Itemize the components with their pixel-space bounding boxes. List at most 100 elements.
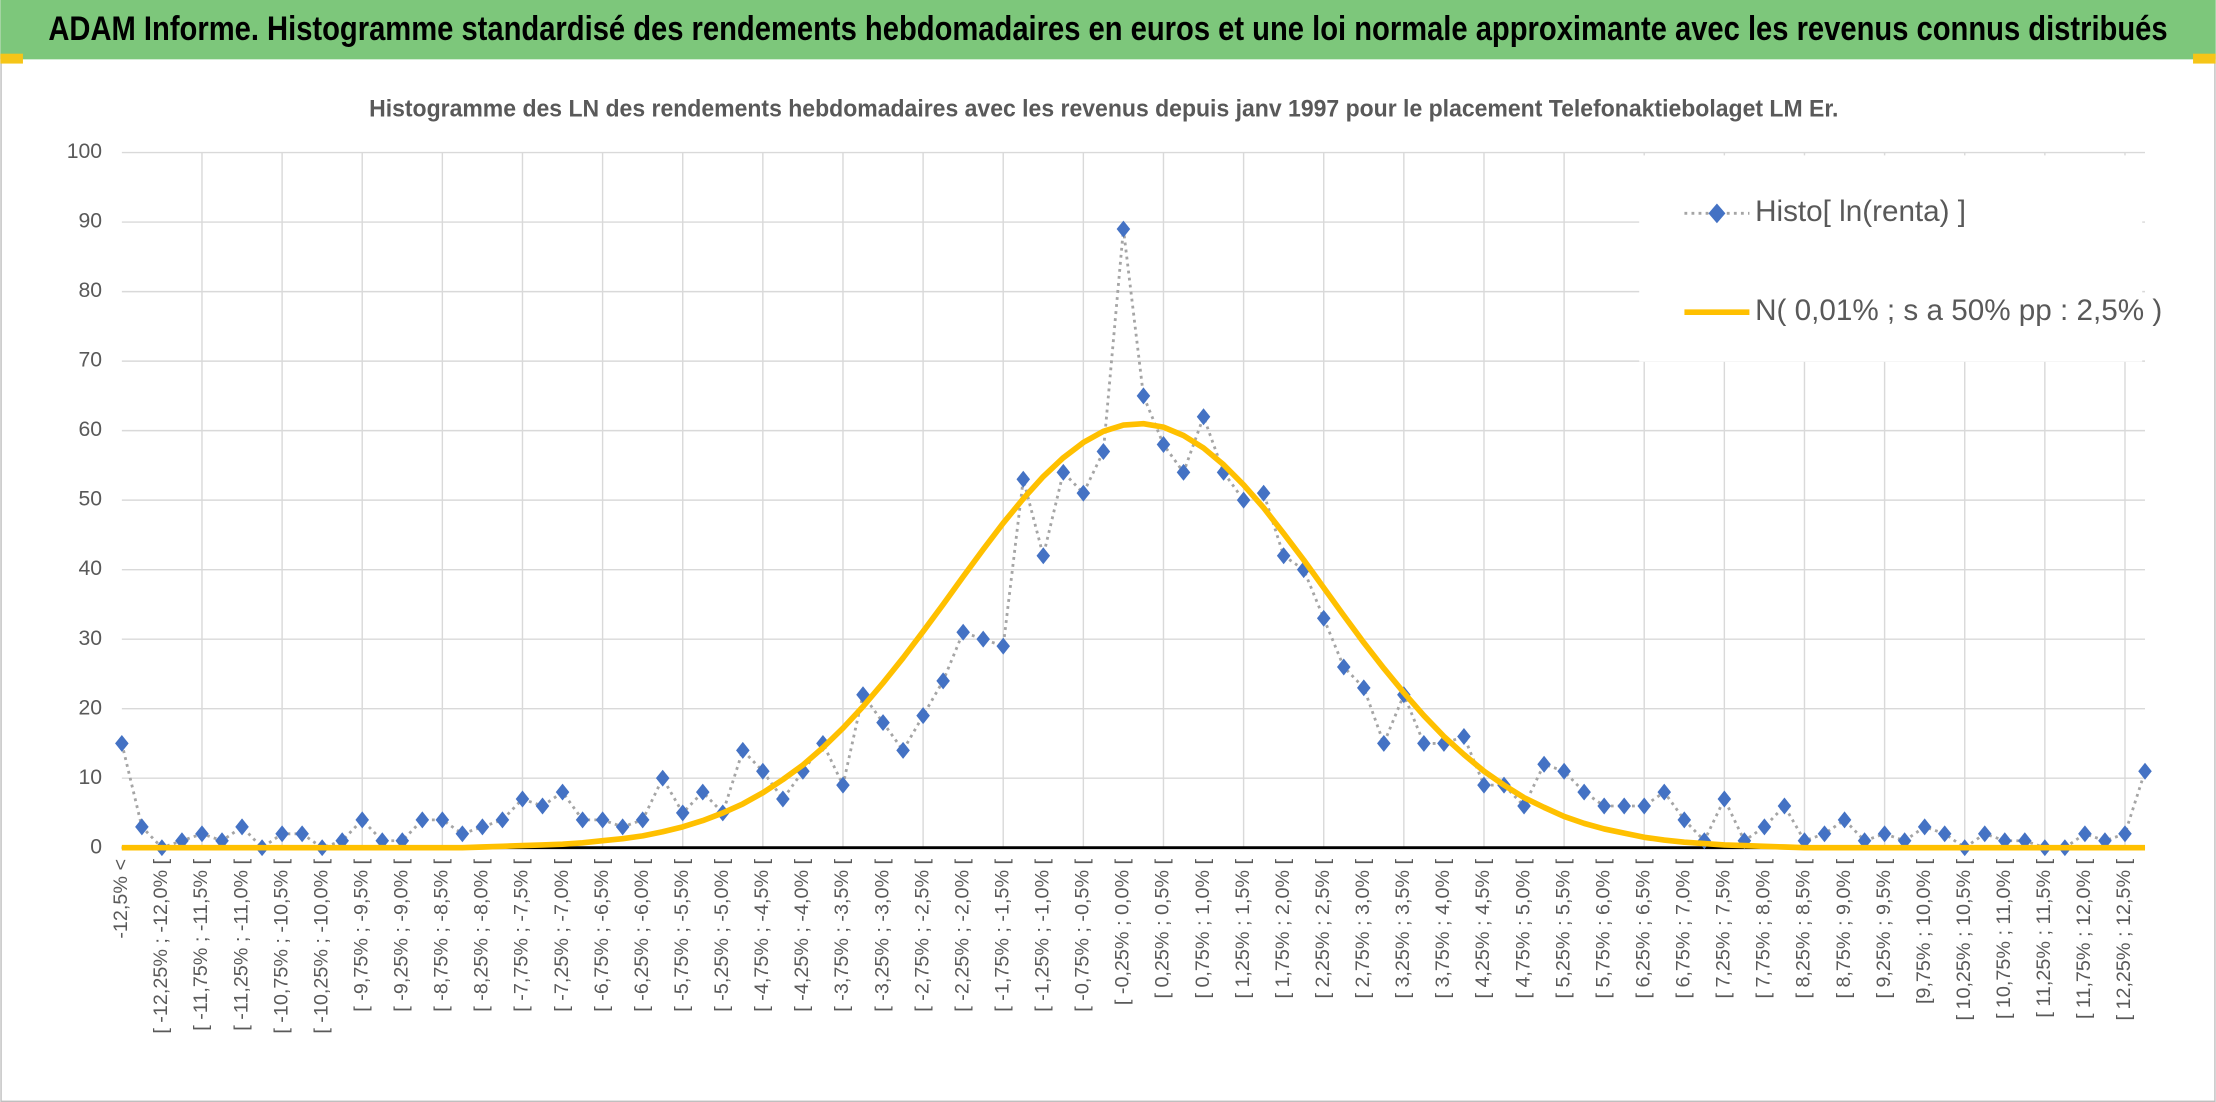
data-point <box>1637 797 1652 815</box>
x-tick-label: [ -2,25% ; -2,0% [ <box>951 858 973 1011</box>
x-tick-label: [ 2,75% ; 3,0% [ <box>1352 858 1374 998</box>
data-point <box>1597 797 1611 815</box>
data-point <box>2118 825 2132 843</box>
data-point <box>195 825 209 843</box>
x-tick-label: [ -6,75% ; -6,5% [ <box>591 858 613 1011</box>
y-tick-label: 70 <box>78 349 102 372</box>
x-tick-label: [ 1,25% ; 1,5% [ <box>1232 858 1254 998</box>
data-point <box>1377 734 1391 752</box>
plot-area: 0 10 20 30 40 50 60 70 80 90 100 -12,5% < [ -12,25% … <box>67 140 2152 1034</box>
data-point <box>635 811 650 829</box>
data-point <box>535 797 550 815</box>
x-tick-label: [ 6,75% ; 7,0% [ <box>1673 858 1695 998</box>
x-tick-label: [ 11,25% ; 11,5% [ <box>2033 858 2055 1017</box>
y-tick-label: 90 <box>78 210 102 233</box>
data-point <box>1417 734 1431 752</box>
data-point <box>1557 762 1571 780</box>
data-point <box>776 790 790 808</box>
x-tick-label: [ -0,75% ; -0,5% [ <box>1072 858 1094 1011</box>
data-point <box>1937 825 1952 843</box>
data-point <box>695 783 710 801</box>
x-tick-label: [ -7,75% ; -7,5% [ <box>511 858 533 1011</box>
data-point <box>1236 491 1251 509</box>
x-tick-label: [ -3,25% ; -3,0% [ <box>871 858 893 1011</box>
y-tick-label: 0 <box>90 835 102 858</box>
x-tick-label: [ -1,25% ; -1,0% [ <box>1032 858 1054 1011</box>
x-tick-label: -12,5% < <box>110 859 132 939</box>
x-tick-label: [ 10,25% ; 10,5% [ <box>1953 858 1975 1020</box>
x-tick-label: [ 0,25% ; 0,5% [ <box>1152 858 1174 998</box>
data-point <box>756 762 770 780</box>
corner-accent <box>0 53 23 64</box>
x-tick-label: [ 10,75% ; 11,0% [ <box>1993 858 2015 1019</box>
x-tick-label: [ 5,25% ; 5,5% [ <box>1552 858 1574 998</box>
x-tick-label: [ -8,75% ; -8,5% [ <box>431 858 453 1011</box>
data-point <box>655 769 670 787</box>
data-point <box>1196 408 1211 426</box>
data-point <box>976 630 990 648</box>
x-tick-label: [ -8,25% ; -8,0% [ <box>471 858 493 1011</box>
x-tick-label: [ -12,25% ; -12,0% [ <box>150 858 172 1033</box>
legend-marker <box>1708 203 1726 224</box>
data-point <box>415 811 430 829</box>
data-point <box>1176 463 1191 481</box>
data-point <box>275 825 289 843</box>
x-tick-label: [ -1,75% ; -1,5% [ <box>991 858 1013 1011</box>
data-point <box>1677 811 1692 829</box>
series-line <box>121 420 2146 851</box>
data-point <box>495 811 510 829</box>
data-point <box>836 776 850 794</box>
y-tick-label: 10 <box>78 766 102 789</box>
data-point <box>1537 755 1551 773</box>
x-tick-label: [ -11,25% ; -11,0% [ <box>230 859 252 1031</box>
x-tick-label: [ 8,75% ; 9,0% [ <box>1833 858 1855 998</box>
x-tick-label: [ -9,75% ; -9,5% [ <box>350 858 372 1011</box>
data-point <box>1457 727 1471 745</box>
data-point <box>876 714 890 732</box>
y-tick-label: 80 <box>78 279 102 302</box>
data-point <box>1316 609 1331 627</box>
data-point <box>1657 783 1672 801</box>
legend: Histo[ ln(renta) ] N( 0,01% ; s a 50% pp … <box>1639 155 2162 362</box>
data-point <box>936 672 950 690</box>
x-tick-label: [ -10,25% ; -10,0% [ <box>310 858 332 1033</box>
data-point <box>1136 387 1151 405</box>
grid <box>121 151 2146 849</box>
data-point <box>1336 658 1351 676</box>
legend-background <box>1639 155 2143 362</box>
x-tick-label: [ -7,25% ; -7,0% [ <box>551 858 573 1011</box>
x-tick-label: [ -5,25% ; -5,0% [ <box>711 858 733 1011</box>
x-tick-label: [ 0,75% ; 1,0% [ <box>1192 858 1214 998</box>
data-point <box>1156 436 1171 454</box>
chart-title: Histogramme des LN des rendements hebdom… <box>369 96 1838 123</box>
data-point <box>615 818 630 836</box>
x-tick-label: [ -2,75% ; -2,5% [ <box>911 858 933 1011</box>
x-tick-label: [ 1,75% ; 2,0% [ <box>1272 858 1294 998</box>
y-tick-label: 40 <box>78 557 102 580</box>
legend-label: Histo[ ln(renta) ] <box>1755 195 1966 228</box>
x-tick-label: [ -9,25% ; -9,0% [ <box>391 858 413 1011</box>
x-tick-label: [ -10,75% ; -10,5% [ <box>270 858 292 1033</box>
x-tick-label: [ 3,75% ; 4,0% [ <box>1432 858 1454 998</box>
data-point <box>135 818 149 836</box>
y-tick-label: 20 <box>78 696 102 719</box>
x-tick-label: [ -11,75% ; -11,5% [ <box>190 859 212 1031</box>
data-point <box>555 783 570 801</box>
data-point <box>1717 790 1732 808</box>
data-point <box>1777 797 1792 815</box>
y-tick-label: 50 <box>78 488 102 511</box>
data-point <box>1116 220 1131 238</box>
x-tick-label: [ 3,25% ; 3,5% [ <box>1392 858 1414 998</box>
data-point <box>475 818 490 836</box>
data-point <box>115 734 129 752</box>
data-point <box>515 790 530 808</box>
x-tick-label: [ -6,25% ; -6,0% [ <box>631 858 653 1011</box>
x-tick-label: [ 8,25% ; 8,5% [ <box>1793 858 1815 998</box>
x-tick-label: [9,75% ; 10,0% [ <box>1913 858 1935 1004</box>
data-point <box>1076 484 1091 502</box>
x-tick-label: [ 4,25% ; 4,5% [ <box>1472 858 1494 998</box>
corner-accent <box>2193 53 2216 64</box>
x-tick-label: [ 6,25% ; 6,5% [ <box>1632 858 1654 998</box>
y-tick-label: 30 <box>78 627 102 650</box>
